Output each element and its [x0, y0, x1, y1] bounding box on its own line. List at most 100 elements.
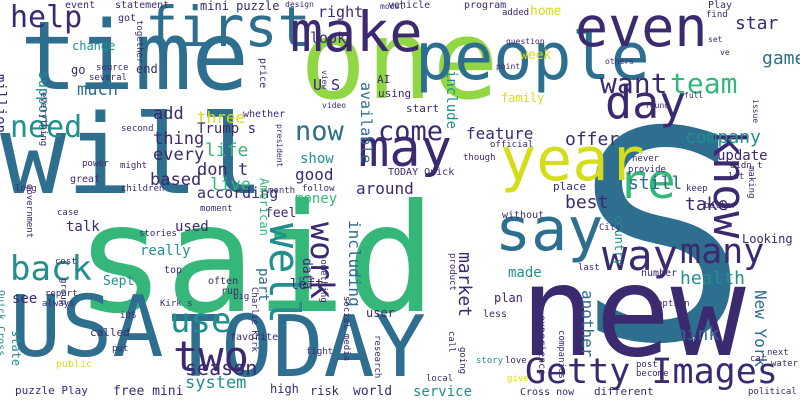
word-something: something — [318, 254, 328, 303]
word-including: including — [345, 220, 364, 307]
word-still: still — [628, 173, 683, 194]
word-event: event — [65, 0, 96, 11]
word-million: million — [0, 74, 8, 134]
word-need: need — [10, 110, 83, 145]
word-made: made — [508, 265, 542, 281]
word-together: together — [134, 20, 144, 64]
word-companies: companies — [556, 330, 566, 379]
word-three: three — [197, 108, 246, 127]
word-getty-images: Getty Images — [525, 352, 778, 392]
word-using: using — [378, 87, 412, 100]
word-official: official — [490, 140, 534, 150]
word-story: story — [476, 356, 504, 366]
word-right: right — [318, 3, 364, 21]
word-research: research — [372, 335, 382, 379]
word-u-s: U S — [313, 76, 341, 94]
word-every: every — [153, 145, 205, 165]
word-always: always — [42, 299, 75, 309]
word-product: product — [447, 253, 457, 291]
word-good: good — [295, 165, 334, 184]
word-design: design — [285, 0, 314, 9]
word-live: live — [210, 175, 251, 195]
word-s: S — [575, 71, 750, 400]
word-several: several — [89, 73, 127, 83]
word-start: start — [406, 102, 440, 115]
word-world: world — [353, 384, 393, 399]
word-best: best — [565, 192, 609, 213]
word-offer: offer — [565, 129, 620, 150]
word-today: TODAY — [170, 298, 426, 397]
word-place: place — [553, 180, 587, 193]
word-call: call — [446, 331, 456, 353]
word-service: service — [413, 384, 473, 400]
word-children: children — [121, 184, 165, 194]
word-family: family — [501, 91, 545, 105]
word-number: number — [641, 268, 678, 279]
word-available: available — [357, 82, 375, 164]
word-usa: USA — [10, 278, 164, 377]
word-public: public — [56, 359, 93, 370]
word-day: day — [605, 76, 687, 129]
word-thing: thing — [153, 129, 205, 149]
word-report: report — [45, 289, 78, 299]
word-got: got — [118, 13, 137, 24]
word-look: look — [310, 29, 347, 47]
word-play: Play — [708, 0, 733, 11]
word-added: added — [502, 8, 530, 18]
word-moment: moment — [200, 204, 233, 214]
word-didn-t: didn t — [730, 161, 763, 171]
word-feature: feature — [466, 124, 534, 143]
word-user: user — [366, 306, 395, 320]
word-quick-cross: Quick Cross — [0, 290, 6, 357]
word-week: week — [520, 48, 552, 63]
word-might: might — [120, 161, 148, 171]
word-local: local — [426, 374, 454, 384]
word-kirk-s: Kirk s — [160, 299, 193, 309]
word-top: top — [164, 265, 183, 276]
word-sept: Sept — [103, 274, 135, 289]
word-long: long — [15, 184, 37, 194]
word-help: help — [10, 0, 83, 35]
word-now: now — [295, 116, 344, 147]
word-model: model — [380, 2, 405, 11]
word-health: health — [680, 268, 746, 289]
word-data: data — [299, 258, 314, 290]
word-make: make — [290, 0, 423, 64]
word-ai: AI — [377, 73, 391, 86]
word-high: high — [270, 382, 299, 396]
word-second: second — [121, 124, 154, 134]
word-called: called — [90, 326, 130, 339]
word-come: come — [378, 116, 444, 147]
word-big: big — [233, 292, 250, 302]
word-add: add — [153, 104, 184, 124]
word-talk: talk — [66, 219, 100, 235]
word-found: found — [645, 101, 670, 110]
word-different: different — [594, 385, 654, 398]
word-used: used — [175, 219, 209, 235]
word-want: want — [600, 67, 668, 100]
word-go: go — [71, 63, 86, 77]
word-say: say — [495, 195, 604, 265]
word-month: month — [268, 186, 296, 196]
word-put: put — [112, 344, 129, 354]
word-said: said — [75, 173, 437, 347]
word-less: less — [483, 309, 508, 320]
word-better: better — [704, 201, 737, 211]
word-power: power — [82, 159, 110, 169]
word-see: see — [12, 291, 38, 307]
word-may: may — [358, 119, 452, 179]
word-without: without — [502, 210, 545, 221]
word-case: case — [57, 208, 79, 218]
word-system: system — [185, 373, 247, 393]
word-social-media: social media — [341, 296, 351, 362]
word-back: back — [10, 249, 92, 289]
word-though: though — [463, 153, 496, 163]
word-video: video — [322, 101, 347, 110]
word-experience: experience — [536, 315, 547, 376]
word-charlie-kirk: Charlie Kirk — [249, 287, 259, 353]
word-don-t: don t — [197, 160, 249, 180]
word-ios: iOS — [120, 311, 137, 321]
word-car: car — [750, 354, 767, 364]
word-around: around — [356, 179, 414, 198]
word-money: money — [295, 191, 338, 207]
